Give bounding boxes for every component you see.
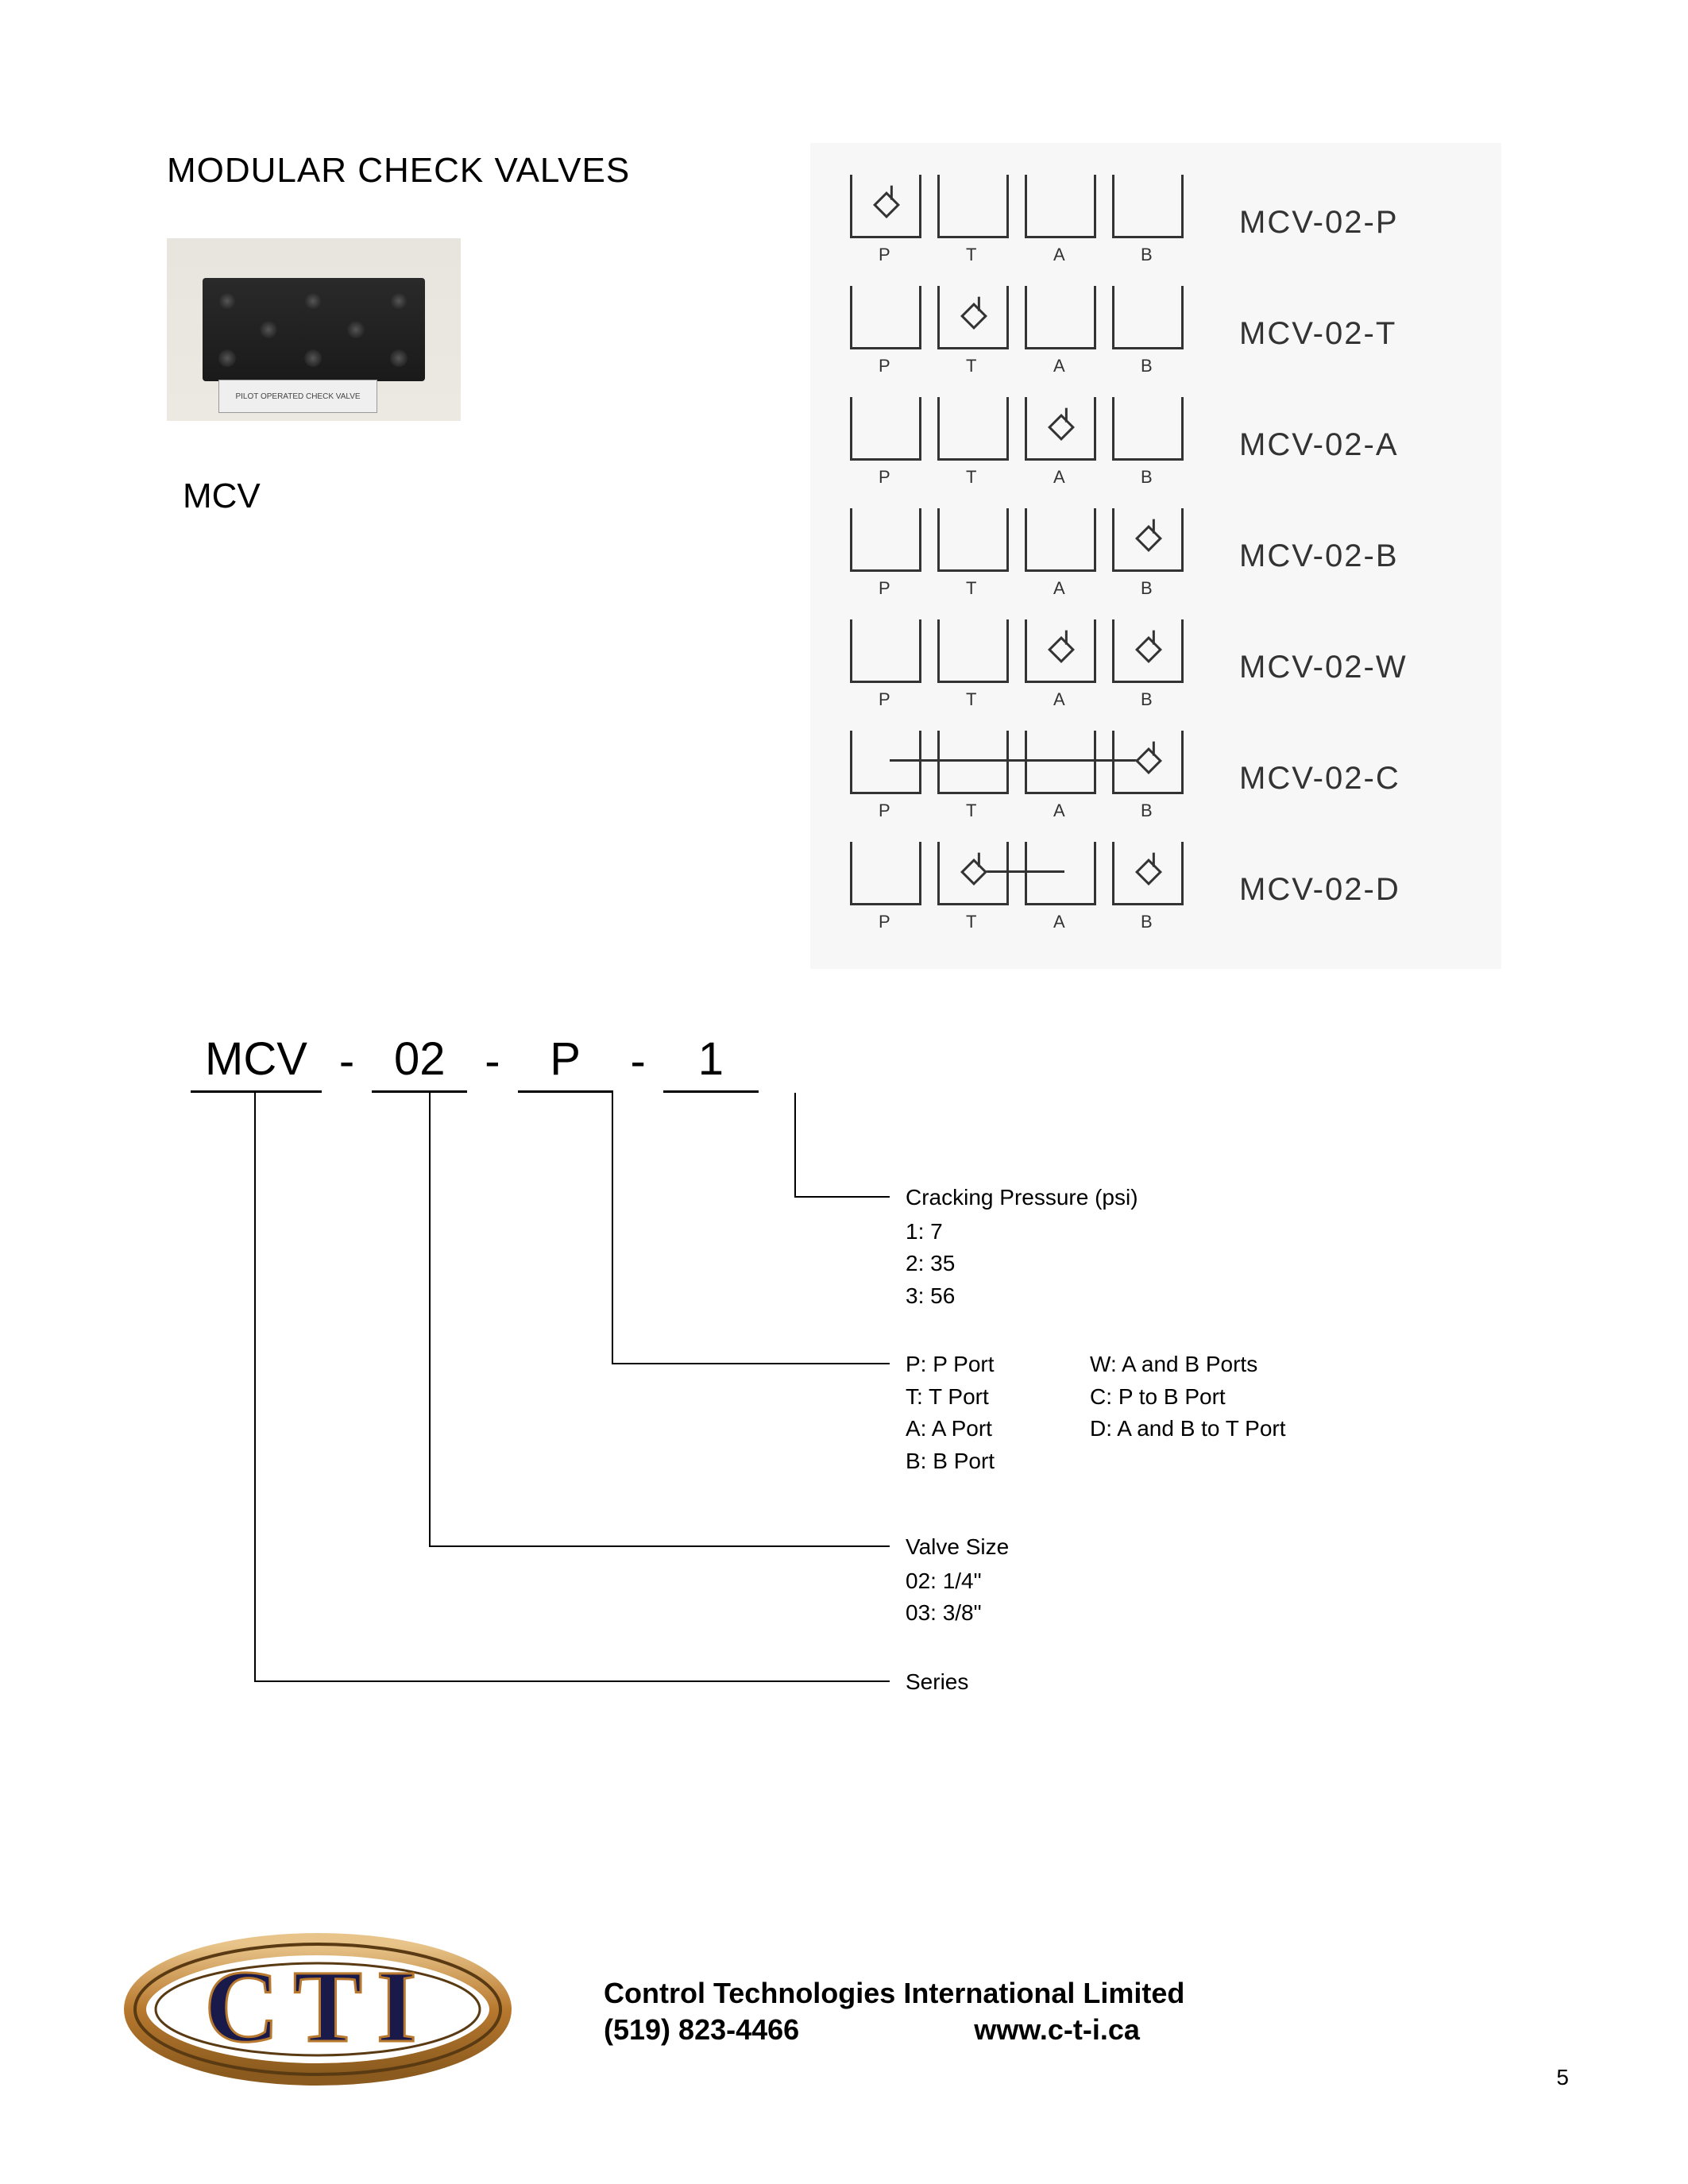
model-code-separator: - xyxy=(467,1035,517,1093)
code-description-header: Valve Size xyxy=(906,1531,1009,1564)
code-description: Series xyxy=(906,1666,968,1700)
schematic-port-label: P xyxy=(879,467,890,488)
code-description-line: 2: 35 xyxy=(906,1248,1138,1280)
model-code-segment: P xyxy=(518,1032,613,1093)
product-photo: PILOT OPERATED CHECK VALVE xyxy=(167,238,461,421)
page-number: 5 xyxy=(1556,2065,1569,2090)
schematic-port-label: B xyxy=(1141,912,1153,932)
schematic-port-label: P xyxy=(879,801,890,821)
schematic-panel: P T A B MCV-02-P P T A B MCV-02-T P T A B MCV-02-A P T A B… xyxy=(810,143,1501,969)
code-description-line: 02: 1/4" xyxy=(906,1565,1009,1598)
schematic-label: MCV-02-B xyxy=(1239,538,1399,574)
code-description-line: T: T Port xyxy=(906,1381,995,1414)
schematic-port-label: T xyxy=(966,245,976,265)
logo-text: CTI xyxy=(204,1950,431,2064)
schematic-port-label: B xyxy=(1141,467,1153,488)
schematic-port-label: B xyxy=(1141,356,1153,376)
schematic-port-label: T xyxy=(966,356,976,376)
schematic-port-label: T xyxy=(966,467,976,488)
schematic-port-label: A xyxy=(1053,801,1065,821)
code-description-line: 3: 56 xyxy=(906,1280,1138,1313)
company-url: www.c-t-i.ca xyxy=(974,2013,1140,2047)
model-code-segment: 02 xyxy=(372,1032,467,1093)
schematic-label: MCV-02-A xyxy=(1239,427,1399,463)
schematic-row: P T A B MCV-02-D xyxy=(842,834,1485,945)
schematic-port-label: T xyxy=(966,689,976,710)
schematic-port-label: P xyxy=(879,912,890,932)
company-name: Control Technologies International Limit… xyxy=(604,1977,1184,2010)
schematic-port-label: A xyxy=(1053,912,1065,932)
schematic-port-label: T xyxy=(966,801,976,821)
model-code-segment: 1 xyxy=(663,1032,759,1093)
schematic-row: P T A B MCV-02-T xyxy=(842,278,1485,389)
schematic-port-label: A xyxy=(1053,245,1065,265)
schematic-port-label: T xyxy=(966,578,976,599)
code-description-line: B: B Port xyxy=(906,1445,995,1478)
schematic-row: P T A B MCV-02-W xyxy=(842,612,1485,723)
schematic-port-label: T xyxy=(966,912,976,932)
schematic-port-label: P xyxy=(879,356,890,376)
schematic-label: MCV-02-C xyxy=(1239,761,1400,797)
valve-nameplate: PILOT OPERATED CHECK VALVE xyxy=(218,380,377,413)
schematic-row: P T A B MCV-02-B xyxy=(842,500,1485,612)
schematic-label: MCV-02-W xyxy=(1239,650,1408,685)
code-description-line: 1: 7 xyxy=(906,1216,1138,1248)
code-description: P: P PortT: T PortA: A PortB: B Port W: A… xyxy=(906,1349,1286,1477)
schematic-port-label: A xyxy=(1053,689,1065,710)
code-description-line: C: P to B Port xyxy=(1090,1381,1285,1414)
schematic-label: MCV-02-T xyxy=(1239,316,1396,352)
schematic-label: MCV-02-D xyxy=(1239,872,1400,908)
code-description-line: A: A Port xyxy=(906,1413,995,1445)
code-description-line: W: A and B Ports xyxy=(1090,1349,1285,1381)
schematic-port-label: P xyxy=(879,689,890,710)
model-code-separator: - xyxy=(322,1035,372,1093)
code-description-header: Cracking Pressure (psi) xyxy=(906,1182,1138,1214)
schematic-row: P T A B MCV-02-A xyxy=(842,389,1485,500)
schematic-port-label: B xyxy=(1141,245,1153,265)
schematic-row: P T A B MCV-02-P xyxy=(842,167,1485,278)
code-description: Valve Size02: 1/4"03: 3/8" xyxy=(906,1531,1009,1630)
company-phone: (519) 823-4466 xyxy=(604,2013,799,2047)
code-description-line: P: P Port xyxy=(906,1349,995,1381)
schematic-port-label: A xyxy=(1053,356,1065,376)
code-description-line: 03: 3/8" xyxy=(906,1597,1009,1630)
schematic-label: MCV-02-P xyxy=(1239,205,1399,241)
code-description-header: Series xyxy=(906,1666,968,1699)
code-description: Cracking Pressure (psi)1: 72: 353: 56 xyxy=(906,1182,1138,1312)
footer: CTI Control Technologies International L… xyxy=(119,1930,1549,2093)
schematic-port-label: B xyxy=(1141,689,1153,710)
schematic-port-label: P xyxy=(879,578,890,599)
model-code-breakdown: MCV-02-P-1 Cracking Pressure (psi)1: 72:… xyxy=(167,1032,1517,1728)
model-code-segment: MCV xyxy=(191,1032,322,1093)
schematic-port-label: B xyxy=(1141,578,1153,599)
schematic-port-label: A xyxy=(1053,467,1065,488)
schematic-port-label: B xyxy=(1141,801,1153,821)
schematic-row: P T A B MCV-02-C xyxy=(842,723,1485,834)
schematic-port-label: P xyxy=(879,245,890,265)
schematic-port-label: A xyxy=(1053,578,1065,599)
code-description-line: D: A and B to T Port xyxy=(1090,1413,1285,1445)
company-logo: CTI xyxy=(119,1930,516,2093)
model-code-separator: - xyxy=(613,1035,663,1093)
